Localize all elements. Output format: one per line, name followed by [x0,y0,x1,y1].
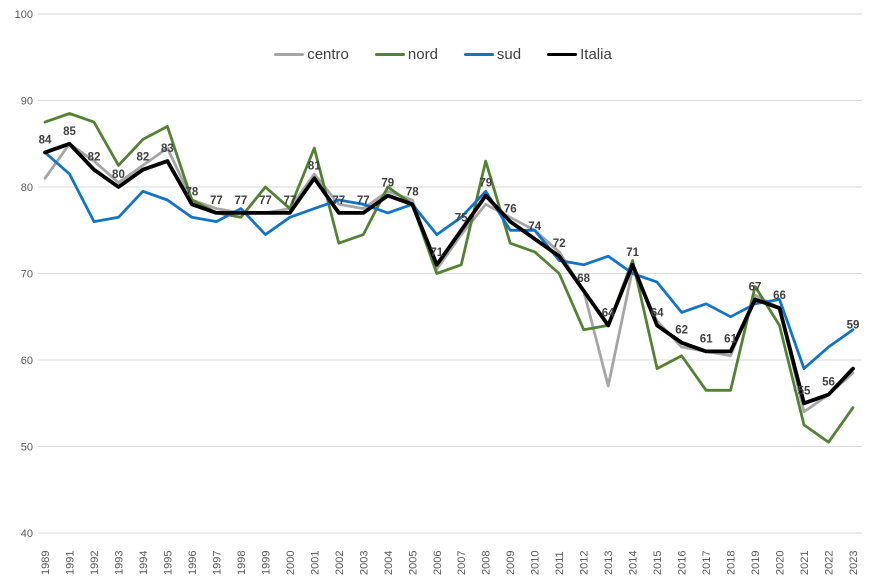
data-label: 78 [406,186,419,198]
data-label: 84 [39,134,52,146]
x-axis-tick-label: 1989 [40,551,52,575]
x-axis-tick-label: 2001 [309,551,321,575]
x-axis-tick-label: 2015 [652,551,664,575]
x-axis-tick-label: 2014 [628,551,640,575]
x-axis-tick-label: 2022 [824,551,836,575]
data-label: 81 [308,160,321,172]
data-label: 71 [626,247,639,259]
y-axis-tick-label: 40 [21,528,33,540]
data-label: 77 [210,195,223,207]
data-label: 55 [798,385,811,397]
x-axis-tick-label: 1992 [89,551,101,575]
series-line-sud [43,150,855,371]
x-axis-tick-label: 1993 [113,551,125,575]
data-label: 76 [504,204,517,216]
x-axis-tick-label: 1995 [162,551,174,575]
x-axis-tick-label: 1994 [138,551,150,575]
x-axis-tick-label: 2023 [848,551,860,575]
series-line-Italia [43,141,855,406]
data-label: 66 [773,290,786,302]
data-label: 64 [602,307,615,319]
x-axis-tick-label: 2009 [505,551,517,575]
x-axis-tick-label: 2000 [285,551,297,575]
x-axis-tick-label: 2006 [432,551,444,575]
data-label: 79 [381,178,394,190]
x-axis-tick-label: 2011 [554,551,566,575]
x-axis-tick-label: 2012 [579,551,591,575]
x-axis-tick-label: 1997 [211,551,223,575]
x-axis-tick-label: 2013 [603,551,615,575]
x-axis-tick-label: 2008 [481,551,493,575]
data-label: 77 [283,195,296,207]
y-axis-tick-label: 60 [21,355,33,367]
y-axis-tick-label: 70 [21,269,33,281]
data-label: 78 [186,186,199,198]
data-label: 75 [455,212,468,224]
data-label: 61 [700,333,713,345]
y-axis-tick-label: 100 [15,9,33,21]
data-label: 59 [847,320,860,332]
data-label: 74 [528,221,541,233]
x-axis-tick-label: 2005 [407,551,419,575]
data-label: 62 [675,325,688,337]
data-label: 77 [357,195,370,207]
data-label: 77 [332,195,345,207]
data-label: 71 [430,247,443,259]
x-axis-tick-label: 2021 [799,551,811,575]
x-axis-tick-label: 2019 [750,551,762,575]
x-axis-tick-label: 2020 [775,551,787,575]
data-label: 68 [577,273,590,285]
x-axis-tick-label: 1991 [64,551,76,575]
y-axis-tick-label: 90 [21,96,33,108]
x-axis-tick-label: 2003 [358,551,370,575]
data-label: 82 [88,152,101,164]
data-label: 56 [822,377,835,389]
data-label: 85 [63,126,76,138]
x-axis-tick-label: 2002 [334,551,346,575]
data-label: 72 [553,238,566,250]
x-axis-tick-label: 2018 [726,551,738,575]
data-label: 61 [724,333,737,345]
data-label: 80 [112,169,125,181]
x-axis-tick-label: 1999 [260,551,272,575]
x-axis-tick-label: 2007 [456,551,468,575]
x-axis-tick-label: 2017 [701,551,713,575]
y-axis-tick-label: 50 [21,442,33,454]
data-label: 79 [479,178,492,190]
data-label: 77 [259,195,272,207]
data-label: 77 [234,195,247,207]
x-axis-tick-label: 2016 [677,551,689,575]
x-axis-tick-label: 2004 [383,551,395,575]
data-label: 67 [749,281,762,293]
series-line-nord [43,112,855,444]
series-line-centro [43,142,855,414]
x-axis-tick-label: 1998 [236,551,248,575]
data-label: 64 [651,307,664,319]
x-axis-tick-label: 2010 [530,551,542,575]
x-axis-tick-label: 1996 [187,551,199,575]
data-label: 83 [161,143,174,155]
data-label: 82 [137,152,150,164]
y-axis-tick-label: 80 [21,182,33,194]
